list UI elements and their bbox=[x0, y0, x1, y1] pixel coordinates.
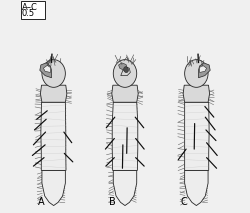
Polygon shape bbox=[40, 85, 67, 102]
Text: A–C: A–C bbox=[22, 3, 38, 12]
Text: 0.5: 0.5 bbox=[22, 9, 35, 18]
Ellipse shape bbox=[185, 60, 208, 87]
Polygon shape bbox=[113, 170, 137, 206]
Polygon shape bbox=[112, 85, 138, 102]
Polygon shape bbox=[185, 102, 209, 170]
Polygon shape bbox=[112, 102, 138, 170]
Ellipse shape bbox=[113, 60, 137, 87]
Polygon shape bbox=[41, 102, 66, 170]
Text: C: C bbox=[180, 197, 187, 207]
Polygon shape bbox=[42, 170, 65, 206]
Polygon shape bbox=[121, 67, 130, 76]
Polygon shape bbox=[118, 63, 127, 70]
Text: B: B bbox=[109, 197, 116, 207]
Polygon shape bbox=[44, 65, 51, 72]
Polygon shape bbox=[198, 63, 210, 78]
Ellipse shape bbox=[124, 67, 128, 73]
Polygon shape bbox=[200, 65, 206, 72]
FancyBboxPatch shape bbox=[21, 1, 45, 19]
Polygon shape bbox=[40, 63, 52, 78]
Ellipse shape bbox=[42, 60, 65, 87]
Text: A: A bbox=[38, 197, 44, 207]
Polygon shape bbox=[185, 170, 208, 206]
Polygon shape bbox=[183, 85, 210, 102]
